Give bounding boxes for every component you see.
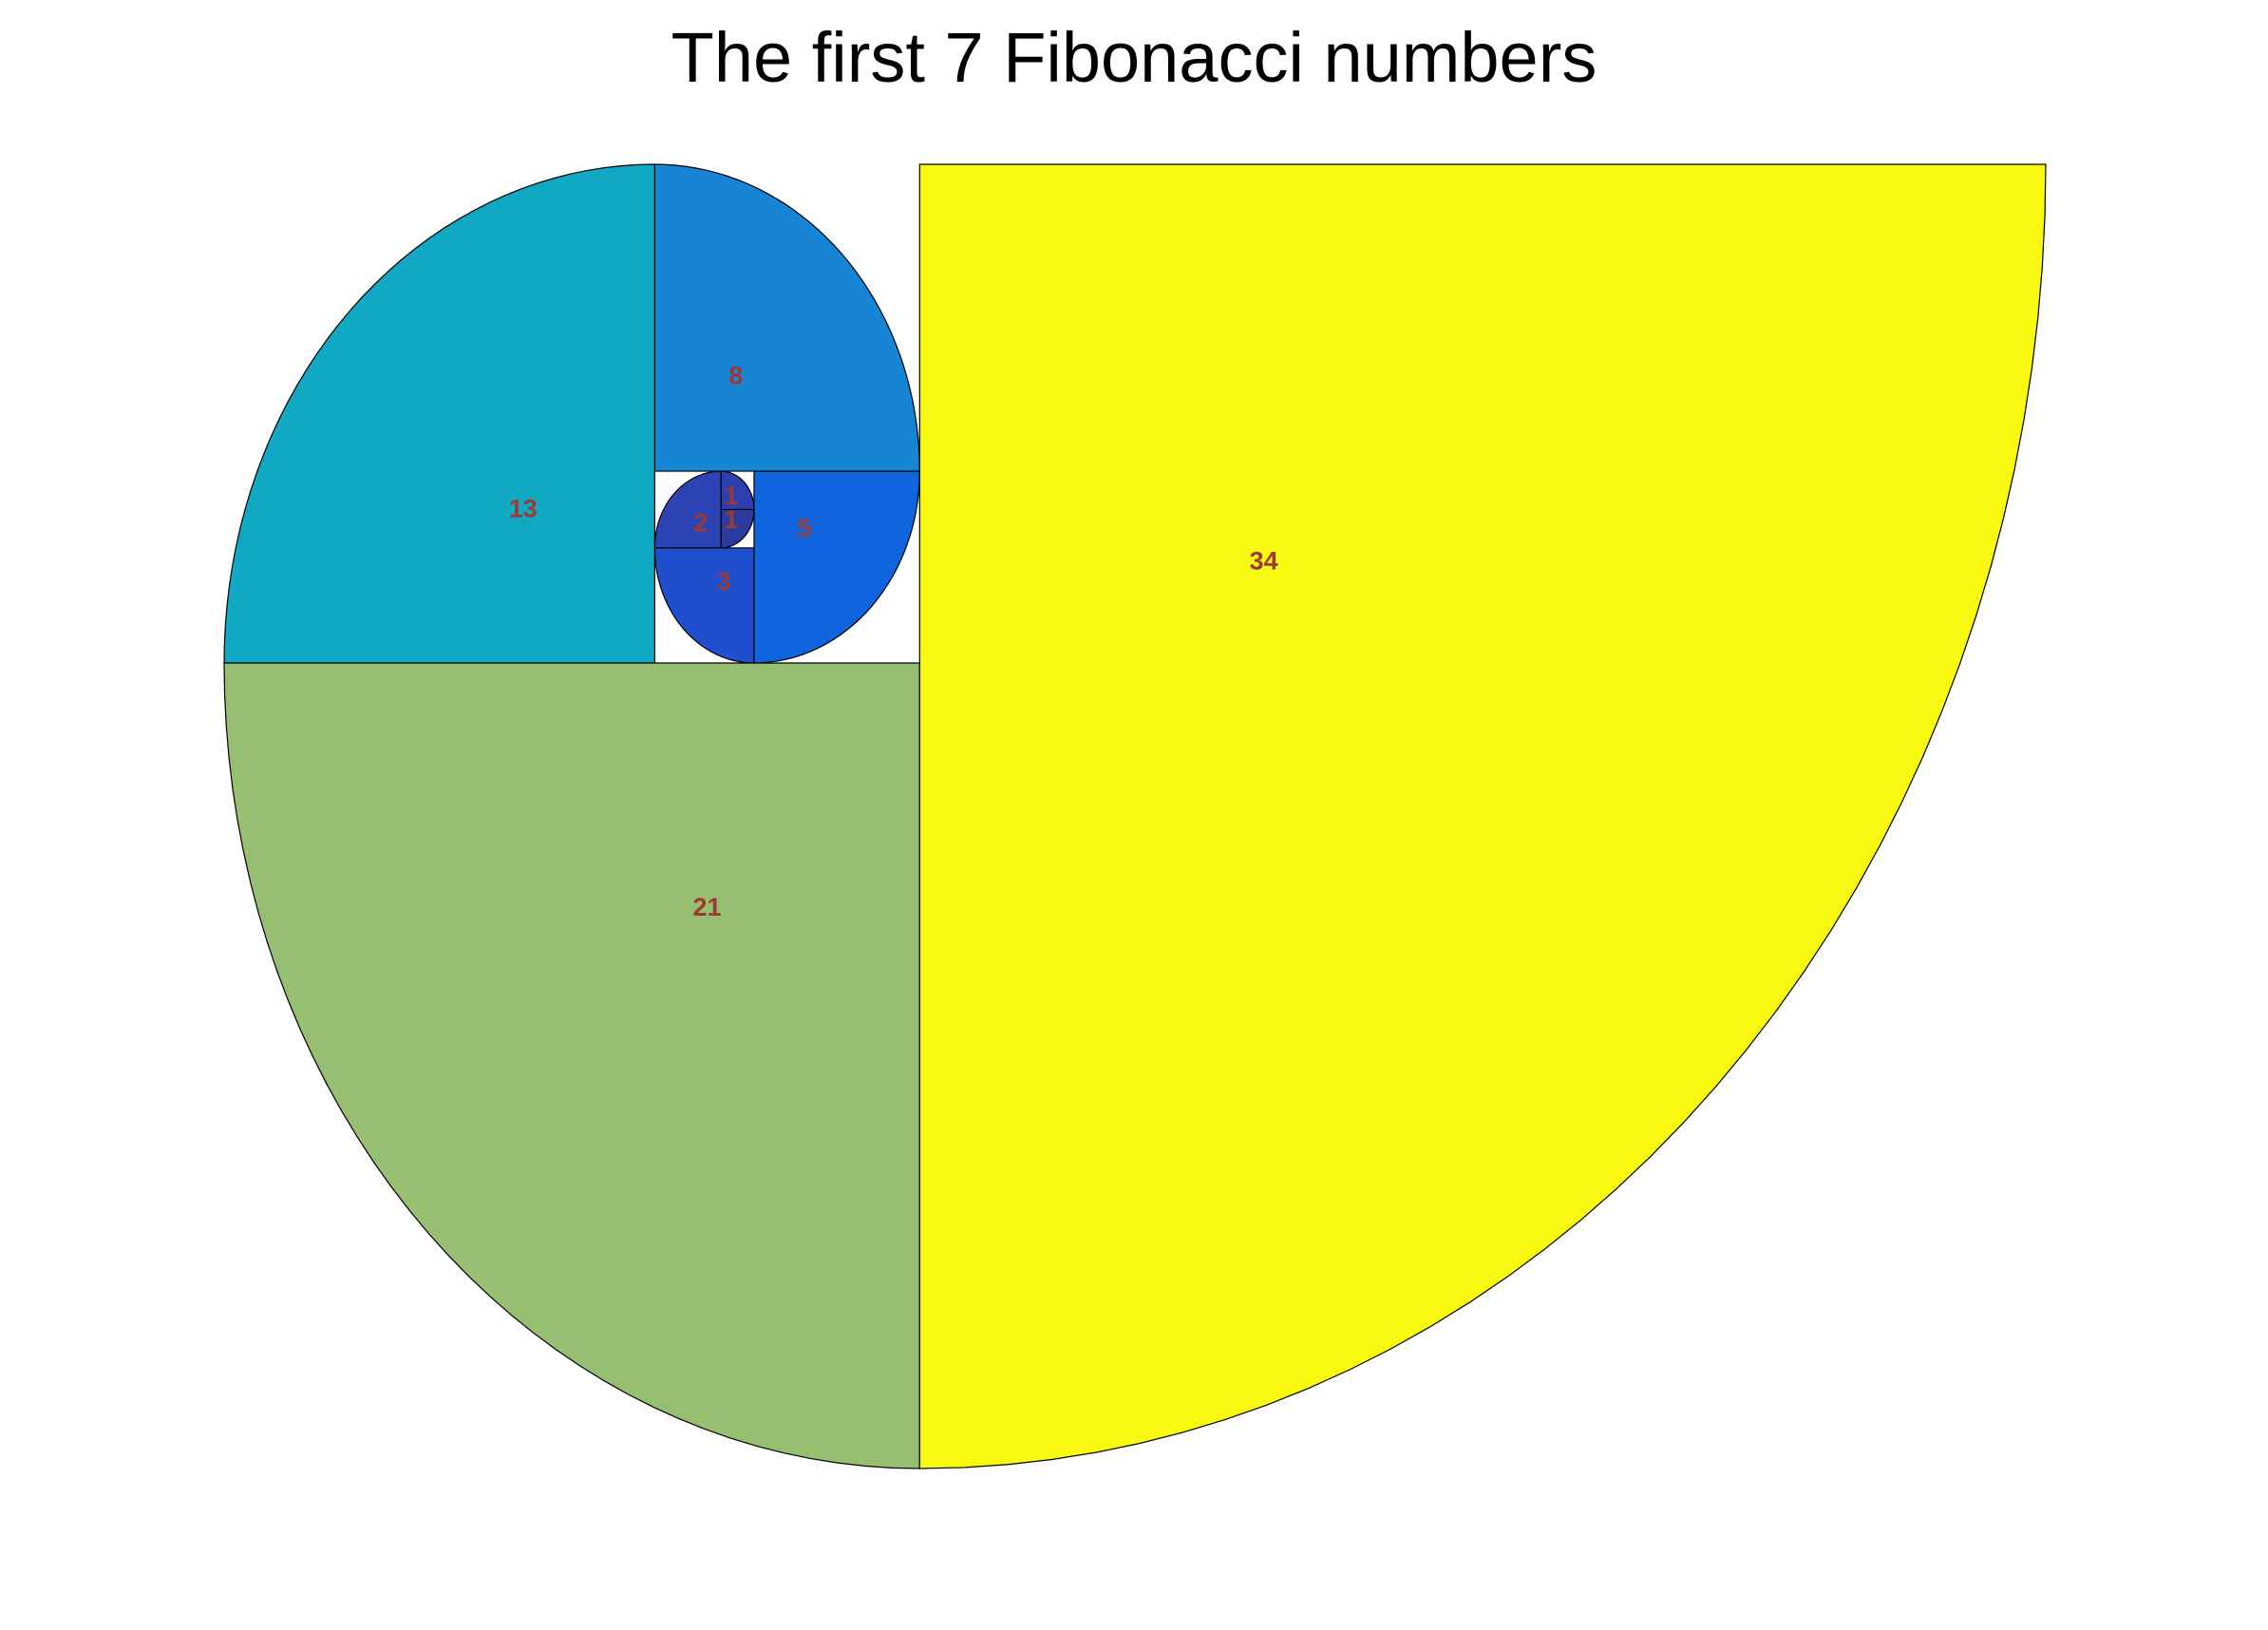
sector-6: [653, 163, 920, 472]
sector-label-2: 1: [724, 482, 738, 510]
sector-8: [223, 662, 920, 1469]
sector-3: [653, 470, 722, 549]
sector-9: [918, 163, 2047, 1469]
sector-2: [720, 470, 755, 511]
sector-label-4: 3: [716, 567, 730, 596]
sector-label-8: 21: [693, 893, 722, 921]
sector-label-9: 34: [1250, 547, 1278, 576]
sector-label-7: 13: [509, 495, 538, 523]
sector-1: [720, 508, 755, 549]
labels-group: 112 3 5 8 13 21 34: [509, 361, 1278, 921]
sector-label-1: 1: [724, 505, 738, 534]
sector-7: [223, 163, 655, 664]
chart-title: The first 7 Fibonacci numbers: [671, 18, 1597, 97]
sector-4: [653, 547, 755, 664]
sector-label-5: 5: [798, 514, 812, 542]
sectors-group: [223, 163, 2047, 1469]
sector-label-6: 8: [728, 361, 743, 389]
sector-label-3: 2: [693, 508, 708, 537]
sector-5: [753, 470, 920, 664]
